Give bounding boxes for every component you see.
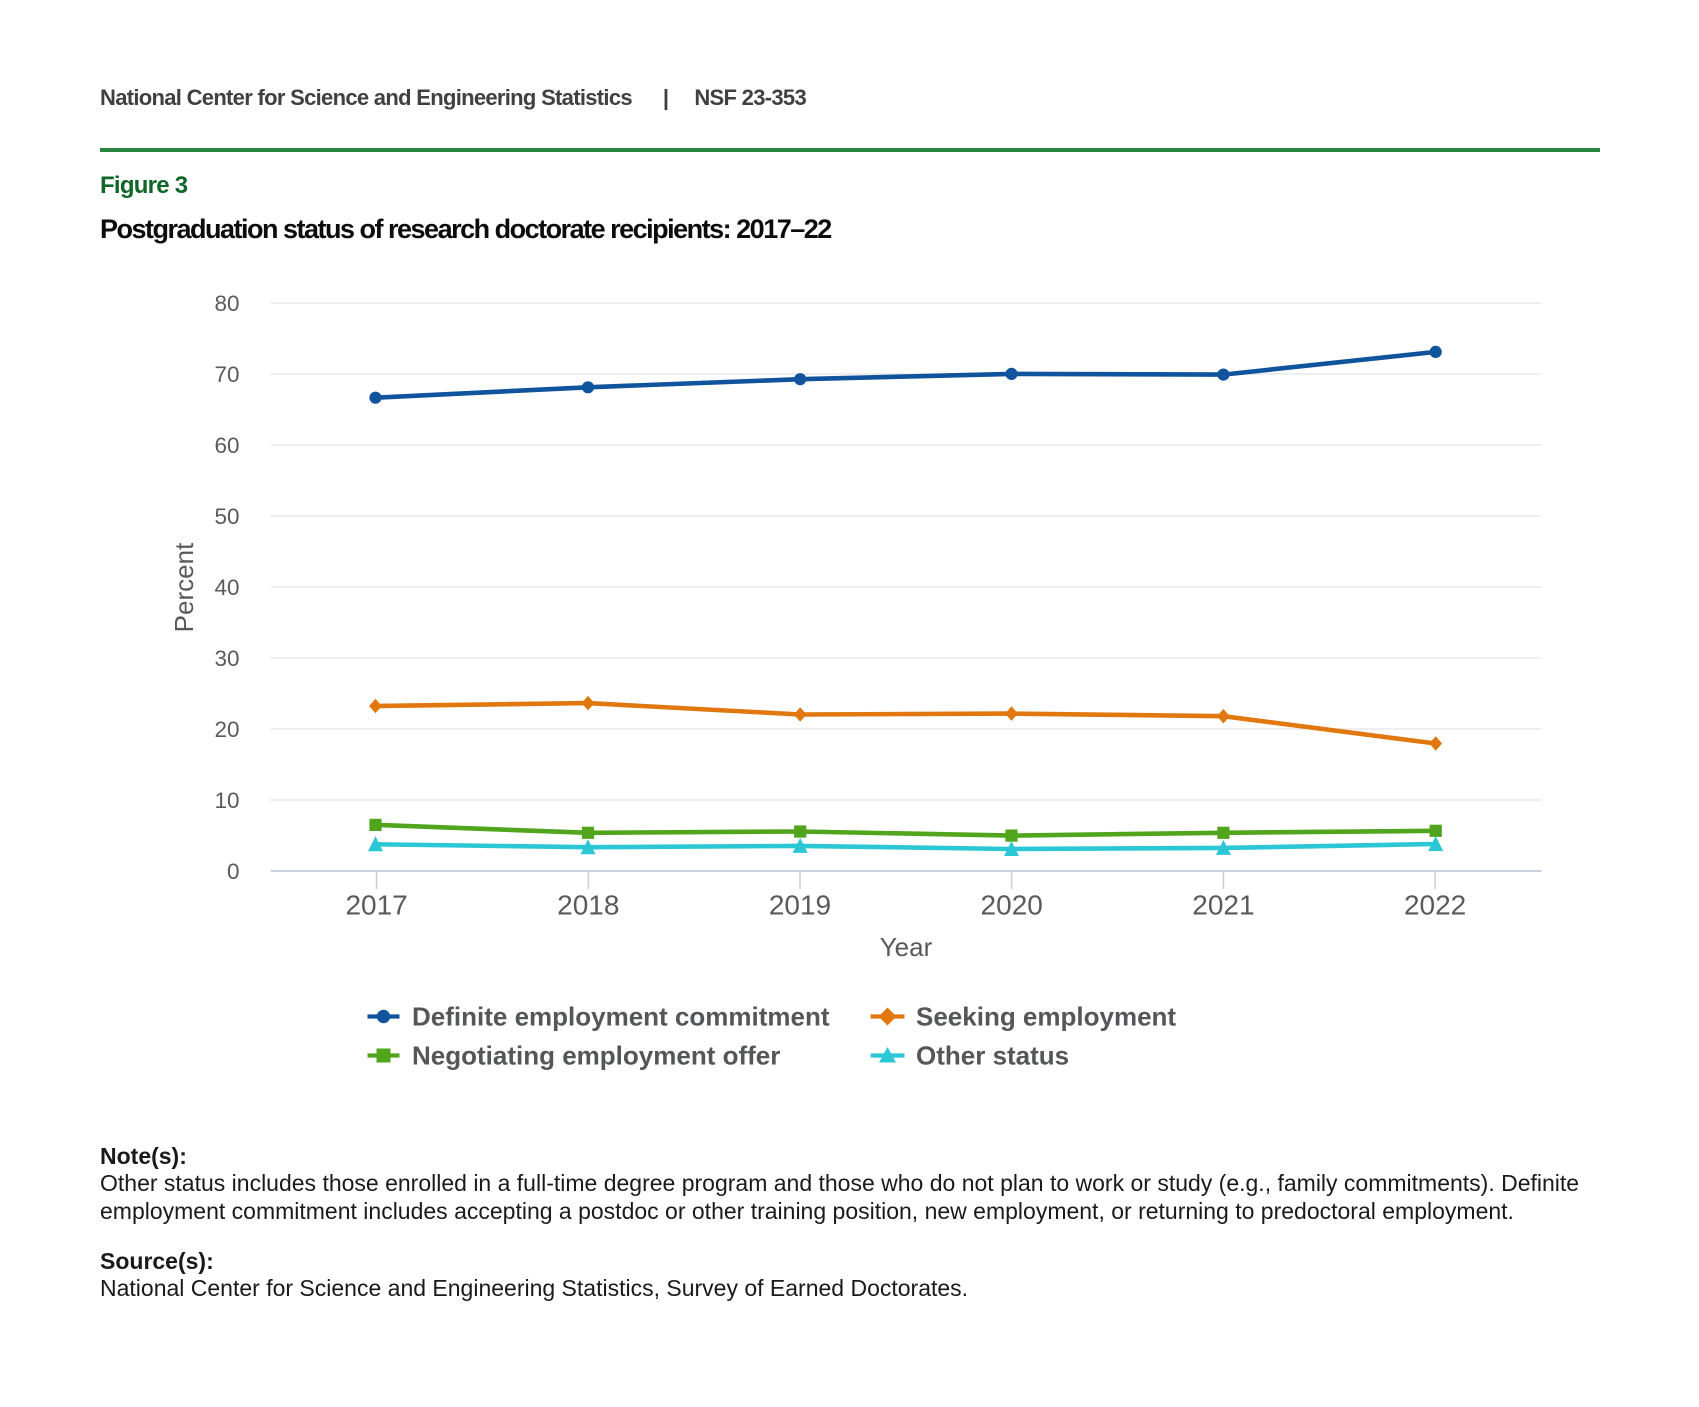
svg-text:2017: 2017 xyxy=(345,890,407,921)
svg-text:Percent: Percent xyxy=(169,542,199,632)
svg-text:Year: Year xyxy=(880,932,933,962)
svg-text:2021: 2021 xyxy=(1192,890,1254,921)
svg-text:20: 20 xyxy=(214,717,239,742)
svg-text:2018: 2018 xyxy=(557,890,619,921)
svg-text:Seeking employment: Seeking employment xyxy=(916,1002,1176,1032)
svg-text:Definite employment commitment: Definite employment commitment xyxy=(412,1002,830,1032)
svg-text:2022: 2022 xyxy=(1404,890,1466,921)
svg-text:Other status: Other status xyxy=(916,1041,1069,1071)
svg-text:70: 70 xyxy=(214,362,239,387)
svg-text:40: 40 xyxy=(214,575,239,600)
svg-text:30: 30 xyxy=(214,646,239,671)
svg-text:2020: 2020 xyxy=(981,890,1043,921)
svg-text:2019: 2019 xyxy=(769,890,831,921)
svg-text:50: 50 xyxy=(214,504,239,529)
svg-text:Negotiating employment offer: Negotiating employment offer xyxy=(412,1041,780,1071)
svg-text:0: 0 xyxy=(227,859,240,884)
svg-text:80: 80 xyxy=(214,291,239,316)
svg-text:60: 60 xyxy=(214,433,239,458)
svg-text:10: 10 xyxy=(214,788,239,813)
